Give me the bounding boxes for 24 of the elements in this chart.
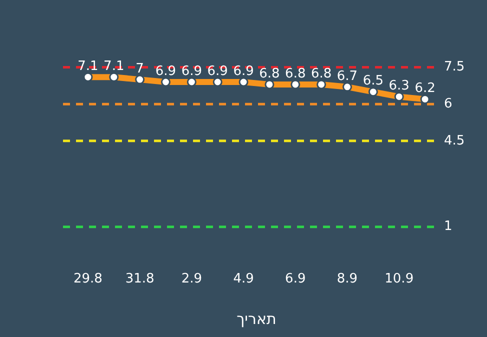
data-label: 6.9 <box>233 64 254 79</box>
x-tick-label: 2.9 <box>181 272 202 287</box>
ref-line-label: 4.5 <box>444 133 465 148</box>
data-label: 6.8 <box>310 66 332 82</box>
x-tick-label: 29.8 <box>73 272 102 287</box>
data-label: 6.9 <box>181 64 202 79</box>
x-tick-label: 31.8 <box>125 272 154 287</box>
ref-line-label: 1 <box>444 219 452 234</box>
data-label: 6.9 <box>207 64 228 79</box>
data-label: 6.8 <box>259 66 280 82</box>
ref-line-label: 7.5 <box>444 60 465 75</box>
ref-line-label: 6 <box>444 96 452 112</box>
x-tick-label: 4.9 <box>233 272 254 287</box>
data-label: 6.2 <box>414 81 436 96</box>
data-label: 7 <box>136 61 144 76</box>
x-tick-label: 8.9 <box>336 272 358 287</box>
data-label: 6.5 <box>362 74 384 89</box>
data-label: 6.7 <box>336 68 358 84</box>
x-axis-title: תאריך <box>236 310 276 328</box>
data-label: 6.3 <box>388 78 410 94</box>
x-tick-label: 6.9 <box>285 272 306 287</box>
x-tick-label: 10.9 <box>384 272 414 287</box>
data-label: 6.8 <box>285 66 306 82</box>
data-label: 6.9 <box>155 64 176 79</box>
